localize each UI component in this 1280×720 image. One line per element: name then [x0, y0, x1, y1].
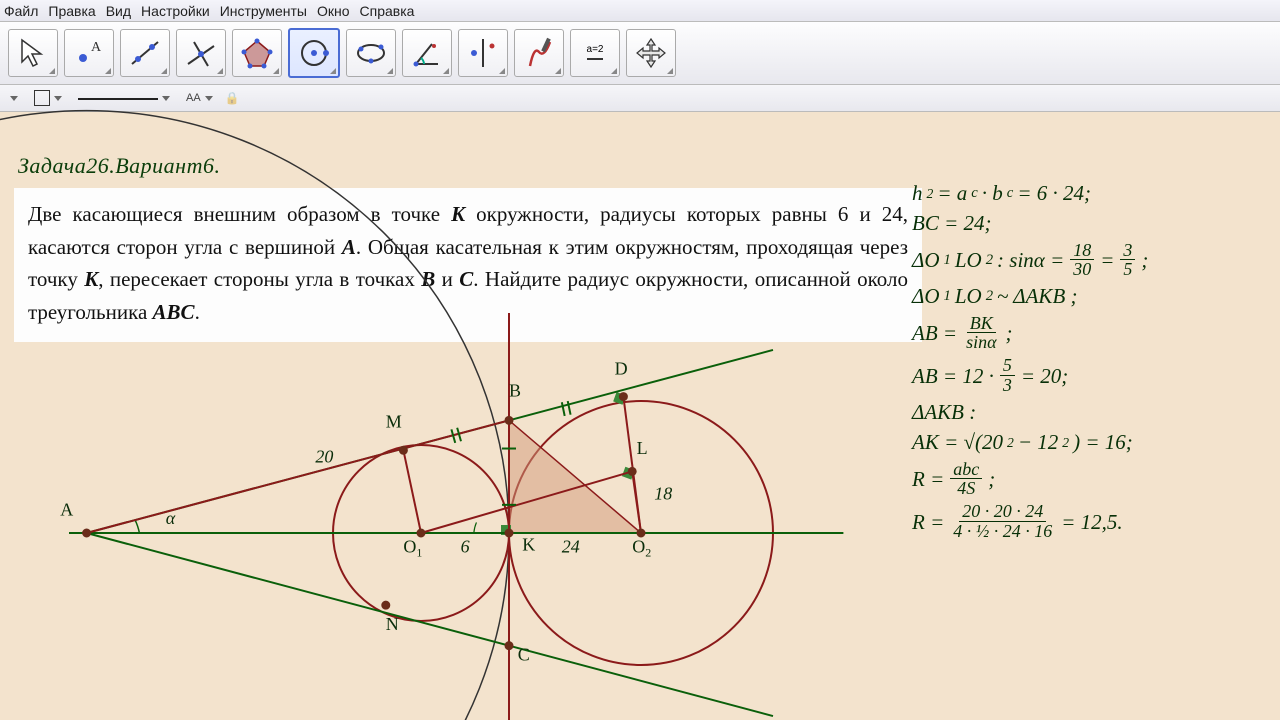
- font-sample: AA: [186, 92, 201, 104]
- polygon-icon[interactable]: [232, 29, 282, 77]
- menu-bar: Файл Правка Вид Настройки Инструменты Окно Спр…: [0, 0, 1280, 22]
- conic-icon[interactable]: [346, 29, 396, 77]
- style-bar: AA 🔒: [0, 85, 1280, 112]
- menu-Справка[interactable]: Справка: [360, 3, 415, 19]
- menu-Окно[interactable]: Окно: [317, 3, 350, 19]
- pen-icon[interactable]: [514, 29, 564, 77]
- undo-dropdown[interactable]: [6, 96, 22, 101]
- slider-icon[interactable]: a=2: [570, 29, 620, 77]
- angle-icon[interactable]: [402, 29, 452, 77]
- line-style-dropdown[interactable]: [74, 92, 174, 104]
- math-panel: h2 = ac · bc = 6 · 24;BC = 24;ΔO1LO2 : s…: [912, 176, 1262, 545]
- menu-Вид[interactable]: Вид: [106, 3, 131, 19]
- line-icon[interactable]: [120, 29, 170, 77]
- perp-icon[interactable]: [176, 29, 226, 77]
- move-icon[interactable]: [8, 29, 58, 77]
- lock-icon[interactable]: 🔒: [225, 91, 240, 105]
- circle-icon[interactable]: [288, 28, 340, 78]
- problem-text: Две касающиеся внешним образом в точке K…: [14, 188, 922, 342]
- fill-dropdown[interactable]: [30, 90, 66, 106]
- toolbar: Aa=2: [0, 22, 1280, 85]
- move-view-icon[interactable]: [626, 29, 676, 77]
- font-size-dropdown[interactable]: AA: [182, 92, 217, 104]
- svg-text:A: A: [91, 40, 102, 55]
- menu-Файл[interactable]: Файл: [4, 3, 38, 19]
- menu-Правка[interactable]: Правка: [48, 3, 95, 19]
- reflect-icon[interactable]: [458, 29, 508, 77]
- problem-title: Задача26.Вариант6.: [18, 153, 220, 179]
- menu-Настройки[interactable]: Настройки: [141, 3, 210, 19]
- point-icon[interactable]: A: [64, 29, 114, 77]
- menu-Инструменты[interactable]: Инструменты: [220, 3, 307, 19]
